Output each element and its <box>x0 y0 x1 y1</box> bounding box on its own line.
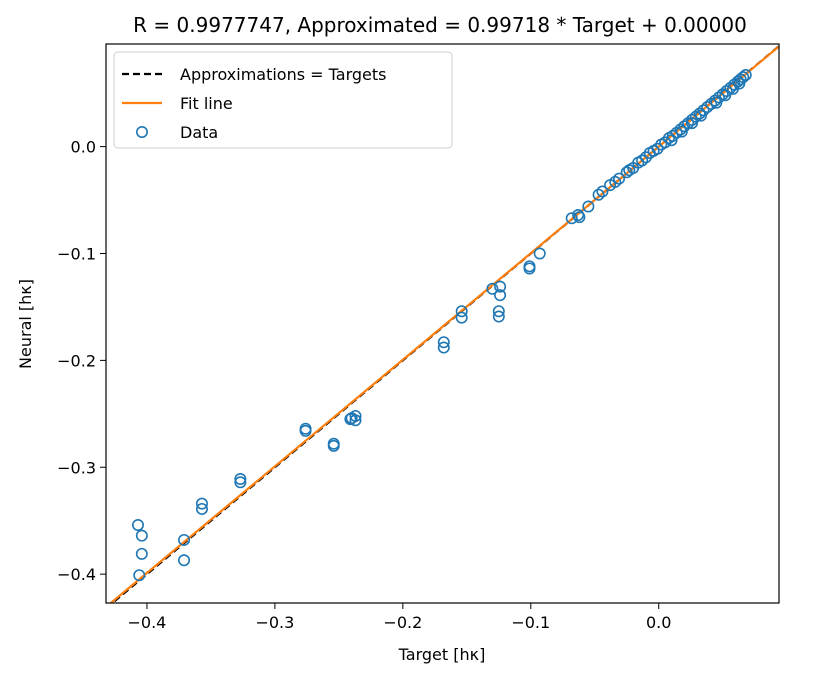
legend-label: Data <box>180 123 218 142</box>
data-point <box>455 311 468 324</box>
y-tick-label: 0.0 <box>71 138 96 157</box>
y-tick-label: −0.2 <box>57 351 96 370</box>
plot-frame <box>105 43 780 604</box>
data-point <box>665 134 678 147</box>
y-tick-label: −0.1 <box>57 244 96 263</box>
plot-area <box>109 45 779 603</box>
data-point <box>131 518 144 531</box>
data-point <box>195 497 208 510</box>
legend-label: Approximations = Targets <box>180 65 386 84</box>
x-tick-label: −0.3 <box>255 613 294 632</box>
x-tick-label: −0.2 <box>383 613 422 632</box>
data-point <box>565 212 578 225</box>
data-point <box>135 547 148 560</box>
data-point <box>737 71 750 84</box>
data-point <box>486 282 499 295</box>
data-point <box>344 413 357 426</box>
x-tick-label: −0.4 <box>128 613 167 632</box>
data-point <box>234 473 247 486</box>
data-point <box>613 172 626 185</box>
chart-title: R = 0.9977747, Approximated = 0.99718 * … <box>133 13 747 37</box>
data-point <box>719 89 732 102</box>
data-point <box>705 97 718 110</box>
legend-label: Fit line <box>180 94 233 113</box>
data-point <box>349 414 362 427</box>
data-point <box>596 185 609 198</box>
data-point <box>494 289 507 302</box>
data-point <box>685 117 698 130</box>
y-axis-label: Neural [hκ] <box>16 279 35 369</box>
data-point <box>682 117 695 130</box>
data-point <box>689 110 702 123</box>
data-point <box>195 502 208 515</box>
legend-box <box>113 51 453 149</box>
data-point <box>234 476 247 489</box>
y-tick-label: −0.3 <box>57 458 96 477</box>
data-point <box>523 262 536 275</box>
legend-marker <box>136 126 149 139</box>
points-layer <box>131 68 752 582</box>
data-point <box>739 68 752 81</box>
legend: Approximations = Targets Fit line Data <box>113 51 453 149</box>
data-point <box>636 154 649 167</box>
data-point <box>135 529 148 542</box>
data-point <box>582 200 595 213</box>
data-point <box>492 310 505 323</box>
data-point <box>733 77 746 90</box>
data-point <box>437 341 450 354</box>
data-point <box>178 554 191 567</box>
y-axis: −0.4 −0.3 −0.2 −0.1 0.0 <box>57 138 106 584</box>
data-point <box>609 175 622 188</box>
y-tick-label: −0.4 <box>57 565 96 584</box>
data-point <box>592 188 605 201</box>
data-point <box>494 280 507 293</box>
x-tick-label: −0.1 <box>511 613 550 632</box>
data-point <box>437 336 450 349</box>
x-tick-label: 0.0 <box>646 613 671 632</box>
data-point <box>533 247 546 260</box>
data-point <box>710 96 723 109</box>
data-point <box>694 109 707 122</box>
x-axis: −0.4 −0.3 −0.2 −0.1 0.0 <box>128 603 671 632</box>
data-point <box>327 439 340 452</box>
data-point <box>178 533 191 546</box>
x-axis-label: Target [hκ] <box>398 645 486 664</box>
data-point <box>455 305 468 318</box>
data-point <box>573 211 586 224</box>
data-point <box>675 125 688 138</box>
data-point <box>133 569 146 582</box>
data-point <box>299 424 312 437</box>
data-point <box>492 305 505 318</box>
